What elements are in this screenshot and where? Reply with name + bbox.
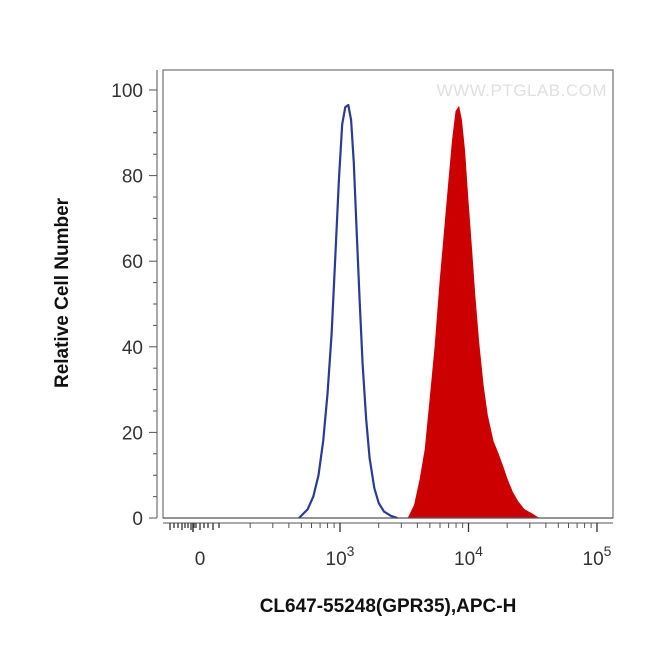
y-tick-label: 0 bbox=[132, 509, 143, 530]
series-0-line bbox=[298, 103, 398, 520]
y-tick-label: 20 bbox=[122, 423, 143, 444]
plot-area bbox=[162, 69, 614, 519]
x-tick-label: 104 bbox=[454, 543, 483, 570]
x-tick-label: 0 bbox=[195, 549, 206, 570]
watermark-text: WWW.PTGLAB.COM bbox=[437, 81, 607, 100]
axes-layer: 0 20 40 60 80 100 0 103 104 105 bbox=[111, 70, 613, 570]
plot-frame bbox=[162, 69, 614, 519]
y-tick-label: 60 bbox=[122, 252, 143, 273]
y-tick-label: 80 bbox=[122, 167, 143, 188]
x-axis-title: CL647-55248(GPR35),APC-H bbox=[260, 596, 517, 617]
y-axis-title: Relative Cell Number bbox=[52, 197, 73, 388]
x-tick-label: 105 bbox=[583, 543, 612, 570]
x-tick-label: 103 bbox=[326, 543, 355, 570]
series-layer bbox=[298, 103, 541, 520]
y-tick-label: 100 bbox=[111, 81, 143, 102]
y-tick-label: 40 bbox=[122, 338, 143, 359]
series-1-area bbox=[407, 105, 541, 519]
